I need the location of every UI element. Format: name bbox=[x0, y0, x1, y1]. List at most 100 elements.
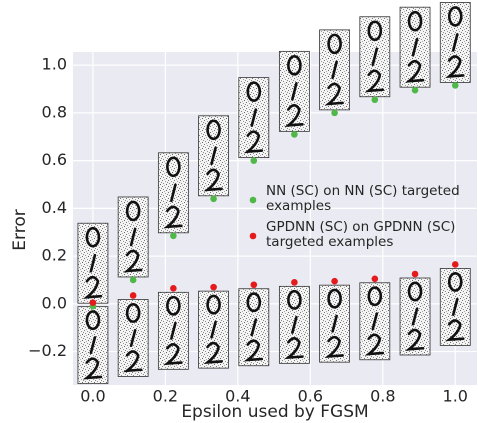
digit bbox=[364, 333, 385, 356]
digit bbox=[407, 281, 423, 302]
digit-image bbox=[319, 284, 351, 363]
point bbox=[170, 232, 177, 240]
digit bbox=[367, 286, 383, 307]
digit bbox=[451, 297, 459, 316]
digit bbox=[447, 6, 463, 27]
digit bbox=[122, 350, 143, 373]
digit bbox=[324, 82, 344, 106]
digit-image bbox=[359, 16, 391, 98]
x-tick-label: 0.6 bbox=[298, 387, 323, 406]
digit-image bbox=[439, 268, 471, 346]
digit bbox=[445, 319, 465, 342]
digit bbox=[129, 227, 137, 247]
digit bbox=[125, 302, 141, 323]
digit bbox=[246, 292, 262, 313]
digit bbox=[210, 146, 217, 166]
digit bbox=[243, 339, 264, 362]
digit bbox=[85, 226, 101, 248]
y-axis-label: Error bbox=[10, 209, 30, 250]
digit bbox=[170, 321, 177, 340]
digit bbox=[89, 336, 97, 355]
digit bbox=[129, 328, 137, 347]
digit-image bbox=[439, 2, 471, 83]
point bbox=[411, 86, 419, 94]
digit bbox=[163, 343, 183, 366]
digit bbox=[246, 81, 262, 102]
digit bbox=[123, 249, 143, 273]
y-tick-label: 0.8 bbox=[42, 102, 67, 121]
legend-marker bbox=[249, 232, 257, 240]
x-axis-label: Epsilon used by FGSM bbox=[181, 402, 368, 422]
digit bbox=[125, 200, 141, 222]
digit bbox=[166, 156, 181, 178]
digit bbox=[284, 337, 304, 360]
digit bbox=[206, 294, 221, 315]
point bbox=[291, 279, 298, 286]
point bbox=[371, 96, 379, 104]
legend-marker bbox=[249, 196, 257, 204]
x-tick-label: 0.0 bbox=[80, 387, 105, 406]
digit bbox=[445, 55, 465, 79]
digit-image bbox=[77, 306, 109, 385]
point bbox=[89, 299, 97, 306]
digit bbox=[166, 295, 181, 316]
point bbox=[411, 270, 419, 278]
digit bbox=[371, 47, 379, 67]
digit bbox=[89, 253, 97, 273]
point bbox=[210, 195, 217, 203]
digit bbox=[411, 307, 419, 326]
digit-image bbox=[278, 285, 310, 364]
digit bbox=[82, 275, 103, 299]
digit-image bbox=[359, 282, 391, 361]
digit bbox=[404, 328, 425, 351]
digit bbox=[206, 119, 221, 141]
digit bbox=[451, 33, 459, 52]
digit-image bbox=[198, 115, 229, 197]
point bbox=[371, 275, 379, 283]
y-tick-label: 0.0 bbox=[42, 293, 67, 312]
legend-label: GPDNN (SC) on GPDNN (SC) targeted exampl… bbox=[266, 219, 456, 250]
digit-image bbox=[77, 222, 109, 304]
point bbox=[331, 109, 338, 117]
digit bbox=[327, 33, 342, 55]
digit bbox=[411, 37, 419, 57]
digit-image bbox=[319, 29, 351, 111]
digit-image bbox=[399, 6, 431, 88]
digit bbox=[243, 130, 264, 154]
digit bbox=[327, 288, 342, 309]
digit bbox=[324, 335, 344, 358]
digit-image bbox=[157, 152, 189, 234]
digit-image bbox=[157, 291, 189, 370]
y-tick-label: 0.2 bbox=[42, 246, 67, 265]
y-tick-label: −0.2 bbox=[28, 341, 67, 360]
digit-image bbox=[117, 299, 149, 377]
point bbox=[250, 157, 258, 164]
point bbox=[250, 281, 258, 289]
digit bbox=[203, 168, 223, 192]
point bbox=[451, 261, 459, 268]
digit bbox=[210, 320, 217, 339]
digit bbox=[364, 69, 385, 93]
y-tick-label: 0.6 bbox=[42, 150, 67, 169]
digit bbox=[367, 20, 383, 42]
digit bbox=[85, 310, 101, 331]
x-tick-label: 0.8 bbox=[370, 387, 395, 406]
digit bbox=[291, 315, 298, 334]
point bbox=[129, 292, 137, 299]
digit bbox=[203, 341, 223, 364]
digit bbox=[291, 82, 298, 101]
x-tick-label: 0.4 bbox=[225, 387, 250, 406]
digit bbox=[331, 314, 338, 333]
digit bbox=[250, 318, 258, 337]
digit bbox=[371, 312, 379, 331]
x-tick-label: 0.2 bbox=[153, 387, 178, 406]
point bbox=[291, 131, 298, 138]
x-tick-label: 1.0 bbox=[443, 387, 468, 406]
digit-image bbox=[278, 50, 310, 132]
legend-label: NN (SC) on NN (SC) targeted examples bbox=[266, 183, 460, 214]
point bbox=[451, 82, 459, 89]
digit bbox=[163, 205, 183, 229]
point bbox=[331, 277, 338, 285]
y-tick-label: 1.0 bbox=[42, 55, 67, 74]
